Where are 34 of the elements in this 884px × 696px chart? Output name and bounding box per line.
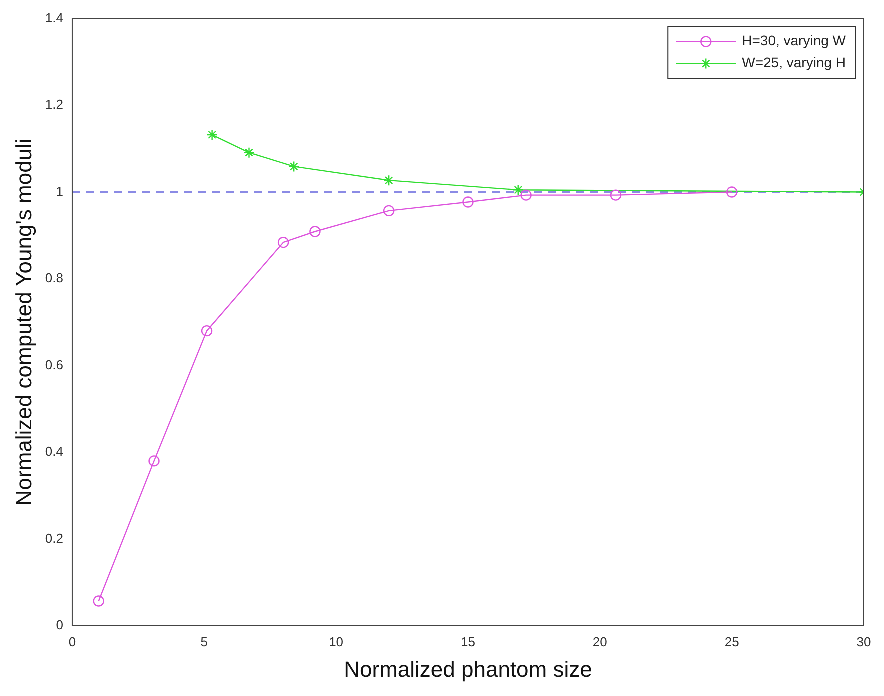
y-tick-label: 0.6 bbox=[45, 357, 64, 372]
y-tick-label: 1.4 bbox=[45, 10, 64, 26]
x-tick-label: 5 bbox=[200, 634, 208, 650]
x-tick-label: 30 bbox=[856, 634, 872, 650]
x-tick-label: 15 bbox=[461, 634, 476, 650]
point bbox=[520, 190, 532, 201]
x-tick-label: 10 bbox=[329, 634, 344, 650]
point bbox=[278, 236, 290, 248]
y-tick-label: 0.8 bbox=[45, 270, 64, 286]
point bbox=[462, 196, 474, 208]
point bbox=[310, 226, 321, 238]
point bbox=[206, 129, 218, 141]
point bbox=[244, 147, 255, 158]
point bbox=[288, 161, 300, 172]
point bbox=[148, 456, 160, 467]
point bbox=[201, 325, 213, 337]
point bbox=[93, 596, 104, 607]
legend-label: W=25, varying H bbox=[742, 54, 846, 71]
point bbox=[383, 174, 395, 186]
y-tick-label: 1 bbox=[56, 184, 64, 199]
y-axis-title: Normalized computed Young's moduli bbox=[11, 138, 36, 506]
y-tick-label: 0 bbox=[56, 618, 64, 633]
x-axis-title: Normalized phantom size bbox=[344, 656, 592, 682]
point bbox=[383, 205, 395, 217]
y-tick-label: 0.4 bbox=[45, 444, 64, 460]
legend-label: H=30, varying W bbox=[742, 32, 847, 49]
point bbox=[512, 184, 524, 196]
x-tick-label: 20 bbox=[592, 634, 608, 650]
x-tick-label: 0 bbox=[68, 634, 76, 650]
x-tick-label: 25 bbox=[724, 634, 740, 650]
y-tick-label: 1.2 bbox=[45, 97, 64, 112]
point bbox=[610, 190, 622, 201]
y-tick-label: 0.2 bbox=[45, 530, 64, 546]
point bbox=[726, 186, 738, 198]
